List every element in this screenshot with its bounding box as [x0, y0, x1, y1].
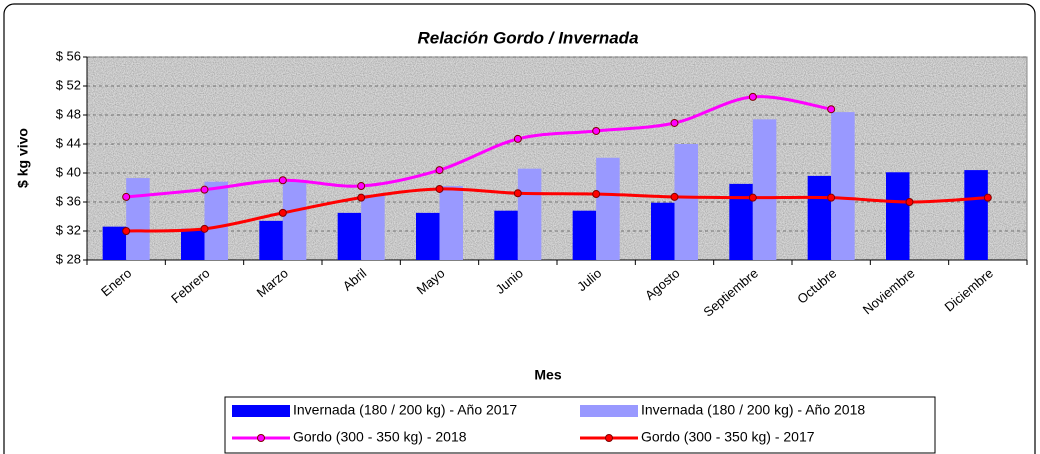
y-tick-label: $ 32: [56, 222, 81, 237]
bar: [204, 181, 228, 260]
line-point: [513, 189, 522, 198]
legend-label: Gordo (300 - 350 kg) - 2018: [293, 429, 467, 445]
bar: [439, 186, 463, 260]
bar: [259, 220, 283, 260]
bar: [886, 172, 910, 260]
line-point: [748, 193, 757, 202]
legend-swatch: [605, 434, 613, 442]
line-point: [670, 192, 679, 201]
chart-title: Relación Gordo / Invernada: [417, 28, 638, 47]
line-point: [827, 105, 836, 114]
bar: [596, 157, 620, 260]
bar: [126, 178, 150, 260]
y-tick-label: $ 40: [56, 164, 81, 179]
line-point: [592, 126, 601, 135]
line-point: [357, 182, 366, 191]
bar: [752, 119, 777, 260]
line: [126, 95, 832, 199]
line-point: [278, 176, 287, 185]
line-point: [827, 193, 836, 202]
line-point: [513, 134, 522, 143]
legend-label: Gordo (300 - 350 kg) - 2017: [641, 429, 815, 445]
line-point: [435, 184, 444, 193]
bar: [181, 228, 205, 260]
line-point: [983, 193, 992, 202]
bar: [416, 212, 440, 260]
bar: [361, 194, 385, 260]
y-axis-label: $ kg vivo: [15, 128, 31, 188]
line-point: [670, 118, 679, 127]
bar: [651, 202, 675, 260]
legend-swatch: [257, 434, 265, 442]
bar: [807, 175, 832, 260]
bar: [494, 210, 518, 260]
line-point: [357, 193, 366, 202]
line-point: [905, 198, 914, 206]
y-tick-label: $ 28: [56, 251, 81, 266]
bar: [517, 168, 542, 260]
line-point: [200, 185, 209, 194]
bar: [337, 212, 362, 260]
x-axis-label: Mes: [534, 367, 561, 383]
bar: [831, 112, 855, 260]
bar: [572, 210, 597, 260]
line-point: [200, 224, 209, 233]
line: [126, 187, 988, 233]
legend-label: Invernada (180 / 200 kg) - Año 2017: [293, 402, 517, 418]
y-tick-label: $ 36: [56, 193, 81, 208]
bar: [102, 226, 127, 260]
line-point: [435, 166, 444, 175]
y-tick-label: $ 52: [56, 77, 81, 92]
line-point: [278, 208, 287, 217]
line-point: [748, 92, 757, 101]
y-tick-label: $ 56: [56, 48, 81, 63]
bar: [729, 183, 753, 260]
legend-swatch: [580, 405, 638, 417]
plot-area: [87, 57, 1027, 260]
legend-label: Invernada (180 / 200 kg) - Año 2018: [641, 402, 865, 418]
y-tick-label: $ 48: [56, 106, 81, 121]
y-tick-label: $ 44: [56, 135, 81, 150]
line-point: [122, 192, 131, 201]
legend-swatch: [232, 405, 290, 417]
bar: [674, 144, 698, 260]
bar: [282, 180, 307, 260]
line-point: [122, 227, 131, 235]
bar: [964, 170, 988, 260]
line-point: [592, 190, 601, 199]
